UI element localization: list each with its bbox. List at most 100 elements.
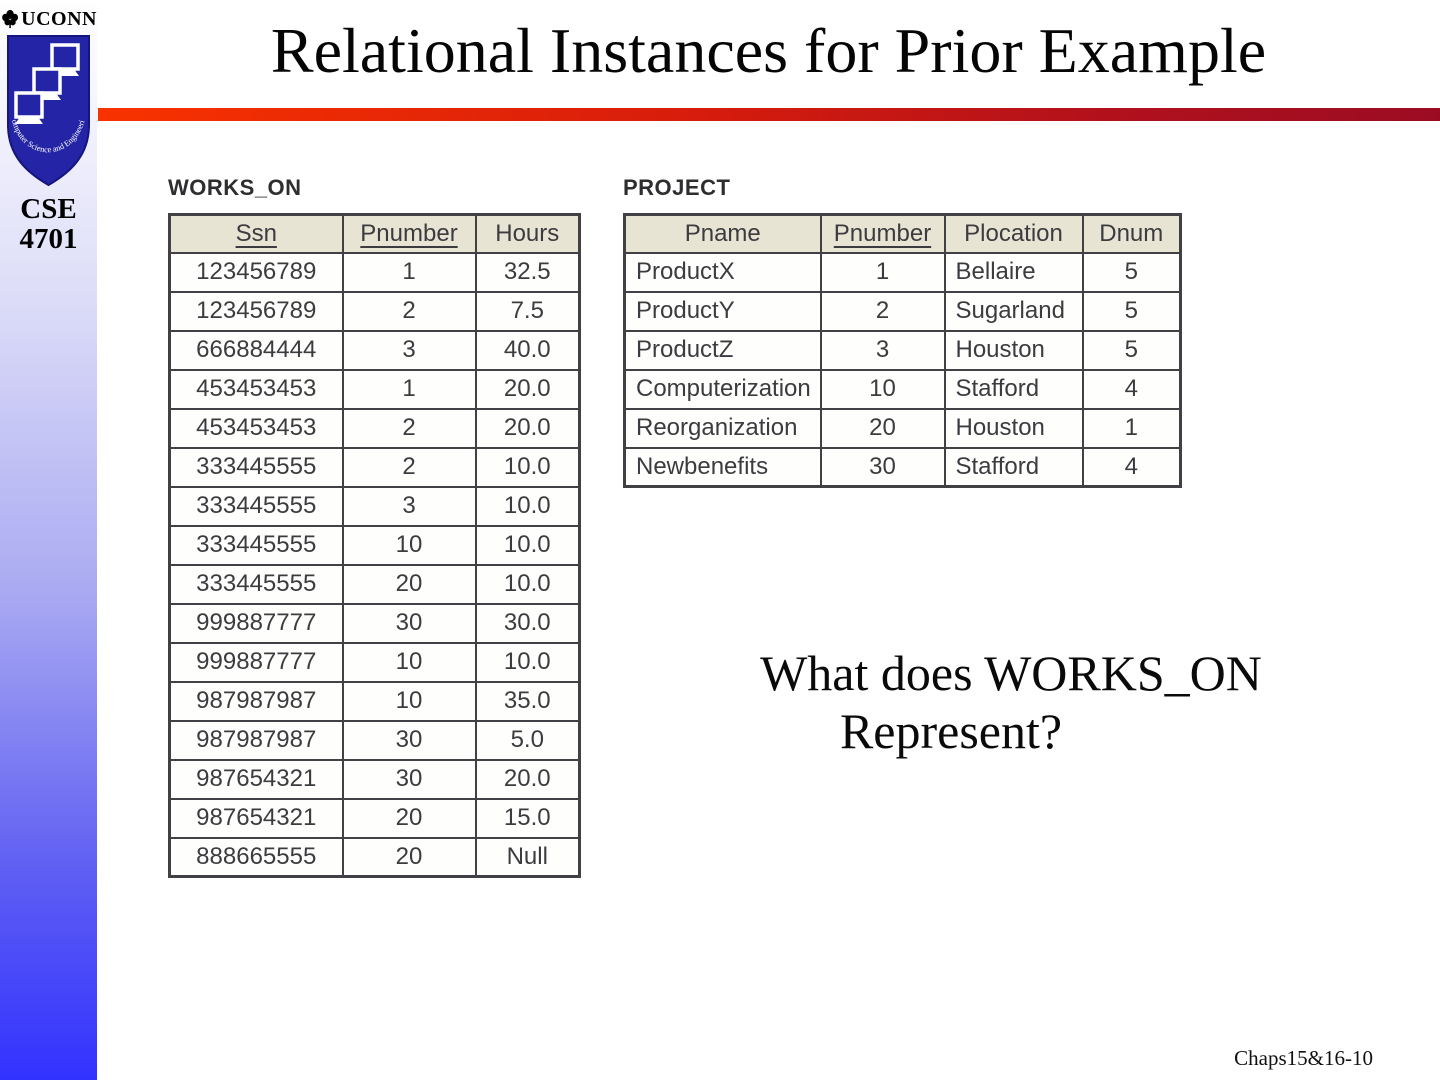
table-cell: 20 [819, 407, 946, 449]
column-header-pnumber: Pnumber [819, 213, 946, 254]
table-cell: 30 [341, 719, 477, 761]
project-table: Pname Pnumber Plocation Dnum ProductX 1 Bellai… [623, 213, 1182, 488]
table-cell: 333445555 [168, 446, 344, 488]
table-cell: 2 [341, 407, 477, 449]
column-header-label: Plocation [964, 219, 1063, 247]
table-cell: 333445555 [168, 485, 344, 527]
table-cell: Houston [943, 407, 1084, 449]
table-cell: 35.0 [474, 680, 581, 722]
question-line1: What does WORKS_ON [760, 645, 1262, 701]
table-cell: 30 [341, 602, 477, 644]
table-cell: Newbenefits [623, 446, 822, 488]
table-cell: 20 [341, 836, 477, 878]
table-cell: Computerization [623, 368, 822, 410]
table-row: 123456789 1 32.5 [168, 251, 581, 293]
table-cell: 30 [341, 758, 477, 800]
table-cell: 1 [819, 251, 946, 293]
table-row: ProductX 1 Bellaire 5 [623, 251, 1182, 293]
works-on-table-label: WORKS_ON [168, 175, 302, 200]
table-row: 453453453 2 20.0 [168, 407, 581, 449]
table-header-row: Pname Pnumber Plocation Dnum [623, 213, 1182, 254]
table-cell: 2 [341, 446, 477, 488]
table-cell: 1 [1081, 407, 1182, 449]
question-text: What does WORKS_ON Represent? [700, 644, 1322, 760]
table-cell: 4 [1081, 446, 1182, 488]
table-cell: 666884444 [168, 329, 344, 371]
table-cell: 5 [1081, 290, 1182, 332]
column-header-plocation: Plocation [943, 213, 1084, 254]
table-cell: 2 [819, 290, 946, 332]
table-cell: 10.0 [474, 641, 581, 683]
table-cell: 15.0 [474, 797, 581, 839]
table-cell: 1 [341, 251, 477, 293]
table-cell: 888665555 [168, 836, 344, 878]
table-cell: 3 [341, 329, 477, 371]
table-cell: 7.5 [474, 290, 581, 332]
column-header-pname: Pname [623, 213, 822, 254]
table-cell: 453453453 [168, 407, 344, 449]
table-header-row: Ssn Pnumber Hours [168, 213, 581, 254]
table-cell: 123456789 [168, 290, 344, 332]
table-row: 123456789 2 7.5 [168, 290, 581, 332]
table-row: 333445555 2 10.0 [168, 446, 581, 488]
table-cell: 40.0 [474, 329, 581, 371]
table-cell: 453453453 [168, 368, 344, 410]
column-header-ssn: Ssn [168, 213, 344, 254]
table-row: 999887777 30 30.0 [168, 602, 581, 644]
table-cell: 10.0 [474, 524, 581, 566]
table-cell: 10 [341, 680, 477, 722]
table-row: 453453453 1 20.0 [168, 368, 581, 410]
table-cell: 999887777 [168, 641, 344, 683]
uconn-wordmark: UCONN [21, 7, 97, 30]
course-line1: CSE [20, 193, 77, 225]
table-cell: ProductZ [623, 329, 822, 371]
table-cell: 333445555 [168, 524, 344, 566]
table-cell: ProductY [623, 290, 822, 332]
table-cell: 20.0 [474, 407, 581, 449]
table-cell: 10.0 [474, 563, 581, 605]
table-cell: 3 [819, 329, 946, 371]
table-row: Computerization 10 Stafford 4 [623, 368, 1182, 410]
table-cell: Stafford [943, 446, 1084, 488]
table-row: 987987987 10 35.0 [168, 680, 581, 722]
table-cell: 10 [341, 524, 477, 566]
table-row: 333445555 3 10.0 [168, 485, 581, 527]
column-header-label: Pnumber [833, 219, 932, 247]
cse-shield-logo: Computer Science and Engineering [1, 26, 93, 193]
table-row: Reorganization 20 Houston 1 [623, 407, 1182, 449]
column-header-dnum: Dnum [1081, 213, 1182, 254]
course-line2: 4701 [19, 223, 78, 255]
table-cell: 20 [341, 797, 477, 839]
table-cell: 30 [819, 446, 946, 488]
cse-shield-icon: Computer Science and Engineering [1, 26, 90, 187]
sidebar: UCONN Computer Science and Engineering [0, 0, 97, 1080]
table-cell: 10 [341, 641, 477, 683]
question-line2: Represent? [839, 703, 1063, 759]
table-row: 987987987 30 5.0 [168, 719, 581, 761]
table-cell: 987654321 [168, 758, 344, 800]
column-header-label: Ssn [235, 219, 277, 247]
table-cell: 2 [341, 290, 477, 332]
table-row: 333445555 20 10.0 [168, 563, 581, 605]
table-cell: 999887777 [168, 602, 344, 644]
slide-title: Relational Instances for Prior Example [270, 15, 1267, 86]
table-cell: Null [474, 836, 581, 878]
table-row: Newbenefits 30 Stafford 4 [623, 446, 1182, 488]
table-row: 987654321 30 20.0 [168, 758, 581, 800]
table-cell: 20 [341, 563, 477, 605]
column-header-label: Dnum [1099, 219, 1164, 247]
table-cell: Stafford [943, 368, 1084, 410]
column-header-hours: Hours [474, 213, 581, 254]
table-cell: Reorganization [623, 407, 822, 449]
table-cell: 3 [341, 485, 477, 527]
table-cell: 10 [819, 368, 946, 410]
table-cell: 987654321 [168, 797, 344, 839]
uconn-logo: UCONN [1, 6, 97, 32]
table-cell: 10.0 [474, 446, 581, 488]
table-cell: 987987987 [168, 719, 344, 761]
works-on-table: Ssn Pnumber Hours 123456789 1 32.5 123456789 2 7… [168, 213, 581, 878]
table-row: 666884444 3 40.0 [168, 329, 581, 371]
table-cell: 123456789 [168, 251, 344, 293]
column-header-label: Pnumber [360, 219, 458, 247]
